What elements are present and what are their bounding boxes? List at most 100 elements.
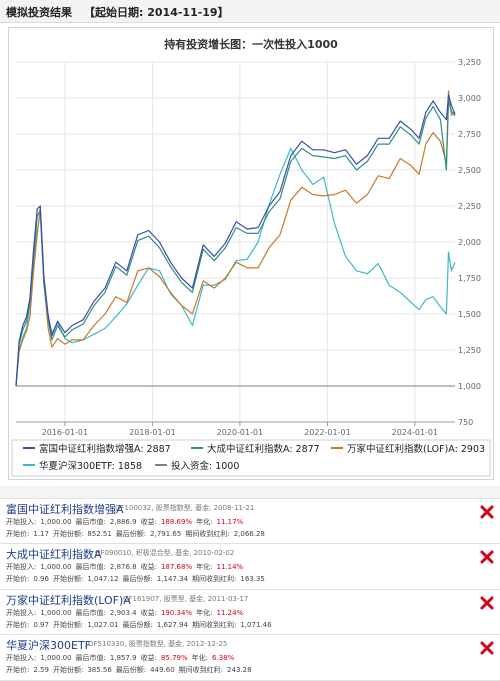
investment-growth-chart: 持有投资增长图：一次性投入1000 750 1,000 1,250 1,500 1,750… (8, 27, 494, 480)
value-market-value: 2,876.8 (109, 563, 137, 571)
fund-meta: OF090010, 积极混合型, 基金, 2010-02-02 (95, 549, 235, 557)
value-invest: 1,000.00 (40, 609, 72, 617)
legend-label: 投入资金: 1000 (171, 460, 239, 472)
value-start-price: 0.97 (33, 621, 49, 629)
y-tick-label: 1,750 (458, 274, 481, 283)
label-market-value: 最后市值: (75, 654, 106, 662)
label-invest: 开始投入: (6, 563, 37, 571)
fund-meta: OF100032, 股票指数型, 基金, 2008-11-21 (115, 504, 255, 512)
series-line-1 (15, 100, 456, 387)
fund-stats-row-1: 开始投入: 1,000.00 最后市值: 2,876.8 收益: 187.68% 年化: 11… (6, 562, 247, 572)
label-annualized: 年化: (196, 518, 213, 526)
label-end-shares: 最后份额: (115, 666, 147, 674)
fund-card[interactable]: 万家中证红利指数(LOF)A OF161907, 股票型, 基金, 2011-03… (0, 589, 500, 636)
label-end-shares: 最后份额: (115, 530, 147, 538)
value-return: 187.68% (160, 563, 193, 571)
label-dividends: 期间收到红利: (178, 666, 224, 674)
value-start-shares: 852.51 (87, 530, 112, 538)
y-tick-label: 1,000 (458, 382, 481, 391)
delete-icon[interactable] (480, 505, 494, 519)
legend-label: 华夏沪深300ETF: 1858 (39, 460, 142, 472)
fund-stats-row-2: 开始价: 0.96 开始份额: 1,047.12 最后份额: 1,147.34 期间收到红利… (6, 574, 269, 584)
label-annualized: 年化: (191, 654, 209, 662)
delete-icon[interactable] (480, 550, 494, 564)
value-start-price: 1.17 (33, 530, 49, 538)
label-start-price: 开始价: (6, 666, 30, 674)
value-end-shares: 449.60 (150, 666, 175, 674)
label-start-shares: 开始份额: (52, 666, 84, 674)
label-dividends: 期间收到红利: (185, 530, 230, 538)
value-market-value: 2,886.9 (109, 518, 137, 526)
start-date-label: 【起始日期: 2014-11-19】 (84, 6, 229, 19)
y-tick-label: 3,000 (458, 94, 481, 103)
y-tick-label: 1,250 (458, 346, 481, 355)
page-header: 模拟投资结果 【起始日期: 2014-11-19】 (0, 0, 500, 23)
value-start-shares: 385.56 (87, 666, 112, 674)
fund-card[interactable]: 大成中证红利指数A OF090010, 积极混合型, 基金, 2010-02-02… (0, 543, 500, 590)
delete-icon[interactable] (480, 641, 494, 655)
value-dividends: 1,071.46 (240, 621, 272, 629)
legend-label: 富国中证红利指数增强A: 2887 (39, 443, 171, 455)
y-tick-label: 3,250 (458, 58, 481, 67)
fund-card[interactable]: 富国中证红利指数增强A OF100032, 股票指数型, 基金, 2008-11-… (0, 498, 500, 545)
label-invest: 开始投入: (6, 654, 37, 662)
fund-name[interactable]: 大成中证红利指数A (6, 548, 102, 561)
y-tick-label: 2,250 (458, 202, 481, 211)
y-tick-label: 1,500 (458, 310, 481, 319)
label-return: 收益: (140, 563, 157, 571)
chart-svg: 持有投资增长图：一次性投入1000 750 1,000 1,250 1,500 1,750… (11, 37, 491, 477)
label-dividends: 期间收到红利: (192, 575, 237, 583)
fund-stats-row-1: 开始投入: 1,000.00 最后市值: 2,903.4 收益: 190.34% 年化: 11… (6, 608, 247, 618)
label-market-value: 最后市值: (75, 518, 106, 526)
y-tick-label: 2,000 (458, 238, 481, 247)
label-market-value: 最后市值: (75, 609, 106, 617)
chart-title: 持有投资增长图：一次性投入1000 (164, 37, 338, 51)
fund-stats-row-2: 开始价: 2.59 开始份额: 385.56 最后份额: 449.60 期间收到红利: 243… (6, 665, 256, 675)
fund-meta: OF161907, 股票型, 基金, 2011-03-17 (123, 595, 249, 603)
value-end-shares: 1,627.94 (156, 621, 189, 629)
label-annualized: 年化: (196, 563, 213, 571)
x-tick-label: 2024-01-01 (392, 428, 439, 437)
fund-name[interactable]: 万家中证红利指数(LOF)A (6, 594, 131, 607)
fund-stats-row-2: 开始价: 0.97 开始份额: 1,027.01 最后份额: 1,627.94 期间收到红利… (6, 620, 276, 630)
delete-icon[interactable] (480, 596, 494, 610)
label-invest: 开始投入: (6, 518, 37, 526)
label-dividends: 期间收到红利: (192, 621, 237, 629)
value-annualized: 11.24% (216, 609, 244, 617)
series-line-2 (15, 90, 456, 387)
label-invest: 开始投入: (6, 609, 37, 617)
fund-stats-row-1: 开始投入: 1,000.00 最后市值: 1,857.9 收益: 85.79% 年化: 6.3… (6, 653, 238, 663)
fund-card[interactable]: 华夏沪深300ETF OF510330, 股票指数型, 基金, 2012-12-2… (0, 634, 500, 681)
legend-label: 万家中证红利指数(LOF)A: 2903 (347, 443, 485, 455)
label-return: 收益: (140, 609, 157, 617)
x-tick-label: 2018-01-01 (129, 428, 176, 437)
value-annualized: 11.17% (216, 518, 244, 526)
fund-name[interactable]: 富国中证红利指数增强A (6, 503, 124, 516)
label-start-price: 开始价: (6, 621, 30, 629)
label-start-price: 开始价: (6, 575, 30, 583)
label-annualized: 年化: (196, 609, 213, 617)
legend-label: 大成中证红利指数A: 2877 (207, 443, 320, 455)
label-return: 收益: (140, 654, 157, 662)
value-end-shares: 1,147.34 (156, 575, 189, 583)
fund-stats-row-1: 开始投入: 1,000.00 最后市值: 2,886.9 收益: 188.69% 年化: 11… (6, 517, 247, 527)
value-dividends: 2,066.28 (233, 530, 265, 538)
value-annualized: 11.14% (216, 563, 244, 571)
value-invest: 1,000.00 (40, 654, 72, 662)
value-market-value: 2,903.4 (109, 609, 137, 617)
label-end-shares: 最后份额: (122, 621, 153, 629)
fund-stats-row-2: 开始价: 1.17 开始份额: 852.51 最后份额: 2,791.65 期间收到红利: 2… (6, 529, 269, 539)
y-tick-label: 2,750 (458, 130, 481, 139)
value-start-price: 0.96 (33, 575, 49, 583)
label-start-shares: 开始份额: (52, 530, 84, 538)
label-market-value: 最后市值: (75, 563, 106, 571)
value-end-shares: 2,791.65 (150, 530, 182, 538)
y-tick-label: 2,500 (458, 166, 481, 175)
value-annualized: 6.38% (212, 654, 235, 662)
series-line-0 (15, 94, 456, 387)
value-market-value: 1,857.9 (109, 654, 137, 662)
fund-name[interactable]: 华夏沪深300ETF (6, 639, 91, 652)
value-start-shares: 1,027.01 (87, 621, 119, 629)
label-start-shares: 开始份额: (52, 621, 84, 629)
page-title: 模拟投资结果 (6, 6, 72, 19)
